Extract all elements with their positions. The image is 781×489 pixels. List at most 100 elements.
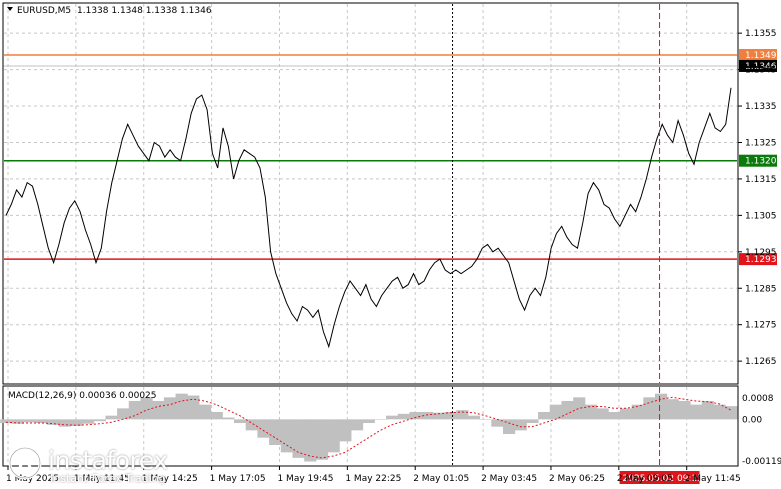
current-price-label: 1.1346 <box>745 62 777 72</box>
ohlc-values: 1.1338 1.1348 1.1338 1.1346 <box>77 6 212 16</box>
macd-bar <box>163 397 177 420</box>
macd-axis-label: 0.0008 <box>742 394 774 404</box>
instaforex-logo: instaforex Instant Forex Trading <box>8 444 188 486</box>
time-label: 1 May 11:45 <box>74 474 130 484</box>
time-label: 2 May 01:05 <box>413 474 469 484</box>
macd-bar <box>549 404 562 420</box>
price-line <box>5 87 732 349</box>
macd-bar <box>269 419 282 446</box>
symbol-label: EURUSD,M5 <box>17 6 71 16</box>
macd-bar <box>292 419 305 458</box>
price-label: 1.1265 <box>745 357 777 367</box>
macd-axis-label: -0.00119 <box>742 457 781 467</box>
macd-bar <box>198 404 212 420</box>
macd-bar <box>35 419 48 424</box>
macd-bar <box>573 397 586 420</box>
macd-bar <box>339 419 352 442</box>
vertical-markers: 2025.05.02 09:15 <box>452 4 703 484</box>
price-axis: 1.1355 1.1345 1.1335 1.1325 1.1315 1.1305 1.12… <box>738 29 777 367</box>
macd-bar <box>666 399 679 420</box>
macd-bar <box>128 401 141 420</box>
macd-bar <box>608 412 621 420</box>
macd-bar <box>491 419 504 427</box>
time-label: 2 May 09:05 <box>617 474 673 484</box>
time-label: 1 May 22:25 <box>345 474 401 484</box>
dropdown-triangle-icon[interactable] <box>7 7 13 11</box>
macd-bar <box>643 397 656 420</box>
macd-bar <box>409 412 422 420</box>
time-label: 1 May 17:05 <box>210 474 266 484</box>
price-label: 1.1305 <box>745 211 777 221</box>
time-label: 1 May 2025 <box>6 474 59 484</box>
macd-bar <box>257 419 270 438</box>
macd-plot-frame <box>2 385 739 467</box>
time-label: 1 May 19:45 <box>277 474 333 484</box>
macd-bar <box>467 415 481 420</box>
price-label: 1.1325 <box>745 138 777 148</box>
macd-bar <box>596 408 609 420</box>
price-label: 1.1345 <box>745 66 777 76</box>
macd-bar <box>502 419 516 435</box>
time-label: 2 May 03:45 <box>481 474 537 484</box>
macd-bar <box>386 415 399 420</box>
macd-bar <box>514 419 527 431</box>
macd-bar <box>46 419 60 425</box>
macd-bar <box>479 419 492 420</box>
macd-bar <box>421 412 434 420</box>
macd-bar <box>245 419 258 431</box>
price-label: 1.1295 <box>745 248 777 258</box>
macd-bar <box>350 419 364 431</box>
signal-line <box>5 396 732 459</box>
time-label: 1 May 14:25 <box>142 474 198 484</box>
macd-bar <box>456 410 469 420</box>
macd-series: 0.0008 0.00 -0.00119 <box>0 393 781 467</box>
macd-bar <box>11 419 25 424</box>
macd-bar <box>117 408 130 420</box>
time-label: 2 May 11:45 <box>685 474 741 484</box>
macd-bar <box>23 419 36 423</box>
macd-bar <box>70 419 83 426</box>
macd-bar <box>175 393 188 420</box>
macd-bar <box>222 417 235 420</box>
macd-bar <box>619 408 633 420</box>
logo-mark-icon <box>8 446 42 480</box>
macd-bar <box>374 419 387 420</box>
macd-bar <box>280 419 293 453</box>
macd-bar <box>397 413 410 420</box>
green-level-tag <box>739 154 777 167</box>
price-levels: 1.1349 1.1320 1.1293 1.1346 <box>4 49 777 266</box>
macd-bar <box>0 419 13 424</box>
macd-bar <box>362 419 375 424</box>
macd-bar <box>526 419 539 424</box>
time-highlight-label: 2025.05.02 09:15 <box>623 474 703 484</box>
red-level-label: 1.1293 <box>745 255 777 265</box>
macd-bar <box>631 404 644 420</box>
macd-bar <box>584 404 598 420</box>
macd-bar <box>152 401 165 420</box>
logo-name: instaforex <box>48 446 168 475</box>
macd-bar <box>105 415 118 420</box>
macd-bar <box>327 419 340 453</box>
macd-bar <box>678 401 691 420</box>
price-label: 1.1275 <box>745 321 777 331</box>
logo-tagline: Instant Forex Trading <box>50 472 166 485</box>
red-level-tag <box>739 253 777 266</box>
macd-bar <box>93 419 106 422</box>
time-axis: 1 May 2025 1 May 11:45 1 May 14:25 1 May 17… <box>6 466 741 484</box>
macd-bar <box>187 395 200 420</box>
macd-bar <box>713 404 726 420</box>
macd-bar <box>538 412 551 420</box>
macd-bar <box>234 419 247 424</box>
macd-bar <box>725 406 738 420</box>
macd-bar <box>304 419 317 462</box>
price-label: 1.1285 <box>745 284 777 294</box>
macd-bar <box>432 412 446 420</box>
macd-bar <box>140 397 153 420</box>
price-label: 1.1315 <box>745 175 777 185</box>
macd-title: MACD(12,26,9) 0.00036 0.00025 <box>8 391 157 401</box>
price-series <box>5 87 732 349</box>
price-label: 1.1335 <box>745 102 777 112</box>
macd-bar <box>444 412 457 420</box>
macd-bar <box>690 404 703 420</box>
